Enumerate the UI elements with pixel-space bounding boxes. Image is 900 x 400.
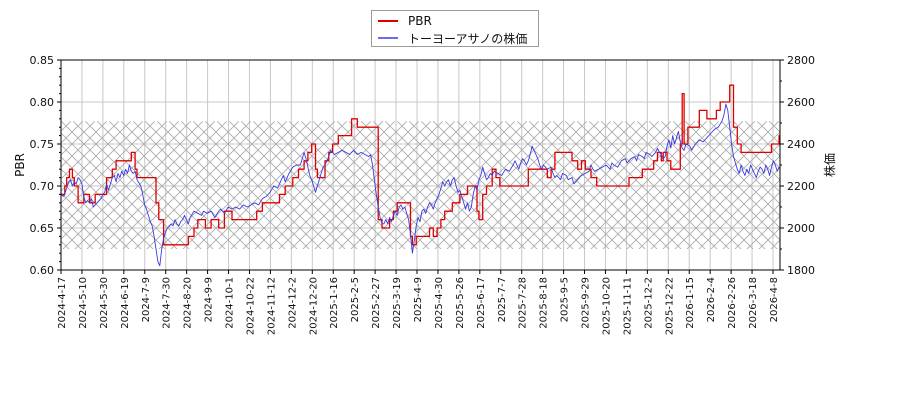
x-tick-label: 2024-9-9	[204, 277, 215, 322]
legend-label-pbr: PBR	[408, 14, 432, 28]
y-tick-label-right: 2800	[787, 54, 815, 67]
x-tick-label: 2024-10-1	[225, 277, 236, 329]
y-tick-label-left: 0.85	[30, 54, 55, 67]
y-tick-label-left: 0.75	[30, 138, 55, 151]
x-tick-label: 2025-2-5	[350, 277, 361, 322]
stock-price-line	[61, 103, 780, 267]
x-axis: 2024-4-17 2024-5-10 2024-5-30 2024-6-19 2024…	[57, 270, 780, 335]
y-tick-label-left: 0.60	[30, 264, 55, 277]
x-tick-label: 2026-2-4	[706, 277, 717, 322]
x-tick-label: 2025-10-20	[601, 277, 612, 335]
x-tick-label: 2024-12-20	[308, 277, 319, 335]
x-tick-label: 2025-2-27	[371, 277, 382, 329]
x-tick-label: 2024-5-30	[99, 277, 110, 329]
x-tick-label: 2025-12-22	[664, 277, 675, 335]
legend-item-pbr: PBR	[378, 13, 432, 29]
x-tick-label: 2025-6-17	[476, 277, 487, 329]
x-tick-label: 2024-5-10	[78, 277, 89, 329]
x-tick-label: 2026-3-18	[748, 277, 759, 329]
x-tick-label: 2025-4-9	[413, 277, 424, 322]
y-tick-label-right: 2600	[787, 96, 815, 109]
x-tick-label: 2024-11-12	[266, 277, 277, 335]
x-tick-label: 2024-12-2	[287, 277, 298, 329]
y-axis-right: 1800 2000 2200 2400 2600 2800	[780, 54, 815, 277]
x-tick-label: 2025-11-11	[622, 277, 633, 335]
legend-item-price: トーヨーアサノの株価	[378, 30, 527, 46]
x-tick-label: 2024-4-17	[57, 277, 68, 329]
y-tick-label-right: 2000	[787, 222, 815, 235]
legend-swatch-price	[378, 37, 398, 39]
y-axis-left: 0.60 0.65 0.70 0.75 0.80 0.85	[30, 54, 61, 277]
shaded-band	[61, 121, 780, 249]
pbr-line	[61, 84, 780, 246]
chart-legend: PBR トーヨーアサノの株価	[371, 10, 539, 47]
x-tick-label: 2025-1-16	[329, 277, 340, 329]
x-tick-label: 2025-12-2	[643, 277, 654, 329]
legend-label-price: トーヨーアサノの株価	[408, 31, 528, 46]
x-tick-label: 2026-4-8	[769, 277, 780, 322]
x-tick-label: 2026-2-26	[727, 277, 738, 329]
x-tick-label: 2024-10-22	[245, 277, 256, 335]
x-tick-label: 2025-8-18	[539, 277, 550, 329]
x-tick-label: 2025-4-30	[434, 277, 445, 329]
x-tick-label: 2024-7-9	[141, 277, 152, 322]
y-tick-label-left: 0.65	[30, 222, 55, 235]
x-tick-label: 2026-1-15	[685, 277, 696, 329]
y-tick-label-right: 2400	[787, 138, 815, 151]
y-axis-label-right: 株価	[822, 153, 837, 177]
x-tick-label: 2024-8-20	[183, 277, 194, 329]
x-tick-label: 2025-9-29	[581, 277, 592, 329]
x-tick-label: 2025-7-28	[518, 277, 529, 329]
x-tick-label: 2024-7-30	[162, 277, 173, 329]
y-axis-label-left: PBR	[13, 153, 27, 177]
x-tick-label: 2024-6-19	[120, 277, 131, 329]
y-tick-label-right: 2200	[787, 180, 815, 193]
y-tick-label-left: 0.70	[30, 180, 55, 193]
y-tick-label-right: 1800	[787, 264, 815, 277]
legend-swatch-pbr	[378, 20, 398, 22]
x-tick-label: 2025-5-26	[455, 277, 466, 329]
x-tick-label: 2025-3-19	[392, 277, 403, 329]
x-tick-label: 2025-9-5	[560, 277, 571, 322]
x-tick-label: 2025-7-7	[497, 277, 508, 322]
y-tick-label-left: 0.80	[30, 96, 55, 109]
series-lines	[61, 84, 780, 267]
